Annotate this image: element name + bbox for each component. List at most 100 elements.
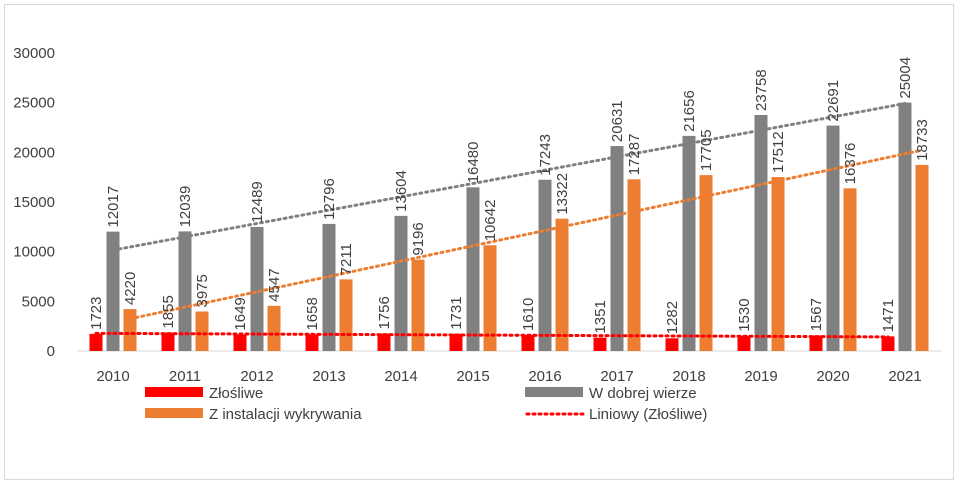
- bar: [305, 334, 319, 351]
- bar: [593, 337, 607, 351]
- y-tick-label: 5000: [22, 293, 55, 310]
- data-label: 1351: [592, 300, 609, 333]
- bar: [555, 218, 569, 351]
- bar: [466, 187, 480, 351]
- bar: [123, 309, 137, 351]
- bar: [737, 335, 751, 351]
- trendlines: [94, 102, 924, 339]
- trendline: [94, 331, 890, 339]
- x-tick-label: 2010: [96, 368, 129, 385]
- bar: [339, 279, 353, 351]
- data-label: 1756: [376, 296, 393, 329]
- y-tick-label: 15000: [13, 194, 55, 211]
- legend: Złośliwe W dobrej wierze Z instalacji wykr…: [145, 385, 707, 423]
- data-label: 1610: [520, 298, 537, 331]
- bar: [106, 231, 120, 351]
- bar: [394, 215, 408, 351]
- bar: [881, 336, 895, 351]
- x-tick-label: 2012: [240, 368, 273, 385]
- legend-label: Z instalacji wykrywania: [209, 406, 362, 423]
- x-tick-label: 2018: [672, 368, 705, 385]
- bar: [483, 245, 497, 351]
- data-label: 13604: [393, 170, 410, 212]
- data-label: 23758: [753, 69, 770, 111]
- bar: [665, 338, 679, 351]
- bar: [89, 333, 103, 351]
- data-label: 1471: [880, 299, 897, 332]
- data-label: 1658: [304, 297, 321, 330]
- data-label: 12796: [321, 178, 338, 220]
- bar: [178, 231, 192, 351]
- data-label: 17243: [537, 134, 554, 176]
- data-label: 10642: [482, 200, 499, 242]
- bar: [233, 334, 247, 351]
- bar: [195, 311, 209, 351]
- bar: [898, 102, 912, 352]
- y-tick-label: 0: [47, 343, 55, 360]
- bar: [521, 335, 535, 351]
- y-tick-label: 10000: [13, 244, 55, 261]
- data-label: 1530: [736, 298, 753, 331]
- x-tick-label: 2016: [528, 368, 561, 385]
- data-label: 17512: [770, 131, 787, 173]
- data-label: 1649: [232, 297, 249, 330]
- x-axis: 2010 2011 2012 2013 2014 2015 2016 2017 2018 2019…: [77, 350, 941, 385]
- legend-label: Złośliwe: [209, 385, 263, 402]
- x-tick-label: 2014: [384, 368, 417, 385]
- data-label: 22691: [825, 80, 842, 122]
- data-label: 3975: [194, 274, 211, 307]
- y-tick-label: 30000: [13, 45, 55, 62]
- y-axis: 0 5000 10000 15000 20000 25000 30000: [13, 45, 55, 360]
- bar: [610, 146, 624, 351]
- bar: [843, 188, 857, 351]
- x-tick-label: 2020: [816, 368, 849, 385]
- bar: [826, 125, 840, 352]
- data-label: 21656: [681, 90, 698, 132]
- bar: [627, 179, 641, 351]
- trendline: [111, 102, 907, 252]
- legend-label: Liniowy (Złośliwe): [589, 406, 707, 423]
- bar: [411, 259, 425, 351]
- data-label: 25004: [897, 57, 914, 99]
- bar: [754, 115, 768, 351]
- bar: [161, 332, 175, 351]
- data-label: 9196: [410, 222, 427, 255]
- data-label: 13322: [554, 173, 571, 215]
- data-label: 18733: [914, 119, 931, 161]
- y-tick-label: 25000: [13, 95, 55, 112]
- data-label: 7211: [338, 243, 355, 275]
- x-tick-label: 2011: [169, 368, 201, 385]
- bar: [682, 135, 696, 351]
- bar: [538, 179, 552, 351]
- data-label: 16376: [842, 143, 859, 185]
- bar: [809, 335, 823, 351]
- legend-label: W dobrej wierze: [589, 385, 697, 402]
- x-tick-label: 2019: [744, 368, 777, 385]
- data-label: 17287: [626, 134, 643, 176]
- data-labels: 1723 12017 4220 1855 12039 3975 1649 12489 4547 1…: [88, 57, 931, 334]
- data-label: 1567: [808, 298, 825, 331]
- x-tick-label: 2017: [600, 368, 633, 385]
- data-label: 4220: [122, 272, 139, 305]
- y-tick-label: 20000: [13, 144, 55, 161]
- bar: [699, 175, 713, 351]
- x-tick-label: 2021: [888, 368, 921, 385]
- data-label: 1282: [664, 301, 681, 334]
- legend-swatch: [145, 387, 203, 397]
- bar: [322, 223, 336, 351]
- trendline: [128, 148, 924, 321]
- legend-swatch: [525, 387, 583, 397]
- bars: [89, 102, 929, 352]
- data-label: 12039: [177, 186, 194, 228]
- data-label: 1855: [160, 295, 177, 328]
- bar: [377, 333, 391, 351]
- data-label: 12017: [105, 186, 122, 228]
- data-label: 20631: [609, 100, 626, 142]
- chart-frame: 0 5000 10000 15000 20000 25000 30000 2010 2011 2…: [4, 4, 954, 480]
- bar-chart: 0 5000 10000 15000 20000 25000 30000 2010 2011 2…: [13, 45, 941, 423]
- data-label: 1723: [88, 297, 105, 330]
- data-label: 16480: [465, 142, 482, 184]
- bar: [915, 164, 929, 351]
- data-label: 17705: [698, 129, 715, 171]
- x-tick-label: 2013: [312, 368, 345, 385]
